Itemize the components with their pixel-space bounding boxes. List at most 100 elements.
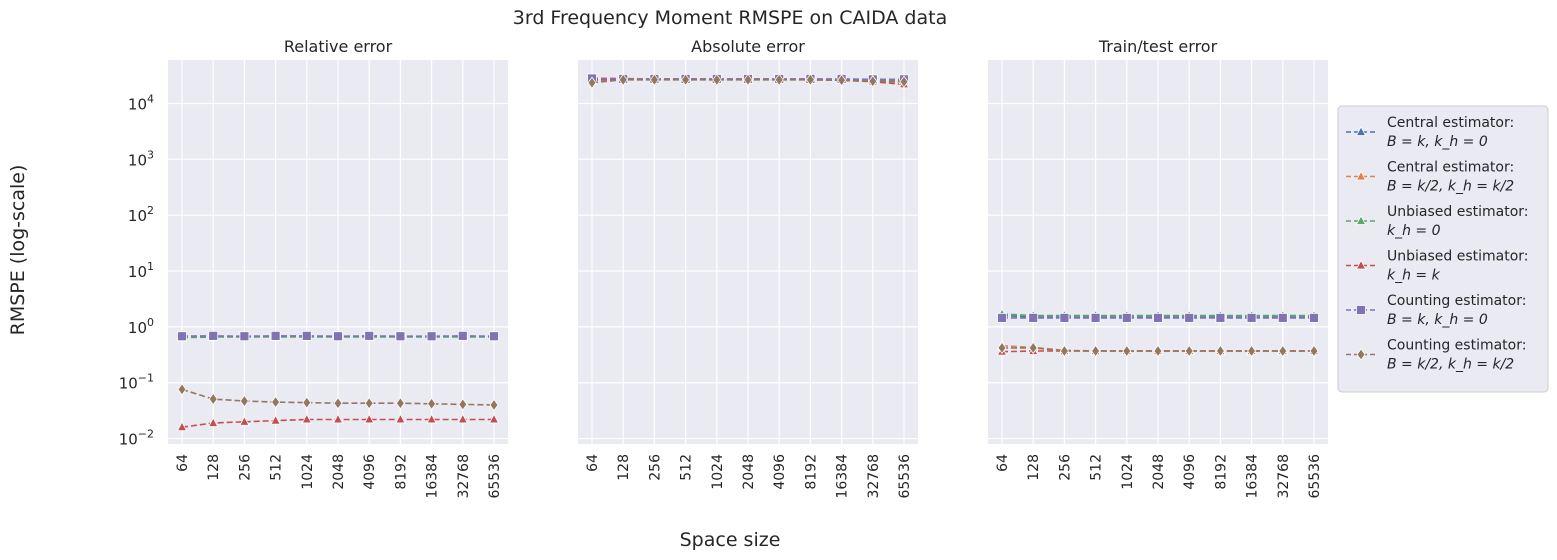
legend-marker <box>1356 305 1366 315</box>
x-tick-label: 8192 <box>393 454 409 490</box>
data-point <box>1153 344 1163 358</box>
x-tick-label: 8192 <box>1213 454 1229 490</box>
x-tick-label: 4096 <box>772 454 788 490</box>
data-point <box>177 383 187 396</box>
series-5 <box>177 330 499 342</box>
x-tick-label: 2048 <box>331 454 347 490</box>
data-point <box>239 415 250 426</box>
subplot-title: Absolute error <box>691 37 805 56</box>
data-point <box>488 413 500 424</box>
data-point <box>1121 312 1132 323</box>
data-point <box>364 413 375 424</box>
y-tick-label: 103 <box>128 148 154 169</box>
y-axis-label: RMSPE (log-scale) <box>7 165 29 336</box>
x-tick-label: 1024 <box>300 454 316 490</box>
x-tick-label: 64 <box>175 454 191 472</box>
data-point <box>1309 312 1319 323</box>
data-point <box>899 75 909 88</box>
data-point <box>1153 312 1163 323</box>
legend-entry: Unbiased estimator: k_h = k <box>1346 249 1529 284</box>
legend-marker <box>1355 215 1367 225</box>
subplot-1: 104 103 102 101 100 10−1 10−2 64 128 256 512 1024 20… <box>119 37 508 499</box>
series-5 <box>997 312 1319 323</box>
data-point <box>1028 312 1039 323</box>
x-tick-label: 1024 <box>710 454 726 490</box>
series-4 <box>176 413 500 432</box>
data-point <box>270 330 281 341</box>
data-point <box>1278 344 1288 358</box>
x-tick-label: 256 <box>237 454 253 481</box>
legend-label-line1: Unbiased estimator: <box>1387 204 1529 220</box>
data-point <box>271 395 281 409</box>
x-tick-label: 16384 <box>835 454 851 499</box>
data-point <box>1277 312 1288 323</box>
data-point <box>270 414 281 425</box>
x-tick-label: 8192 <box>803 454 819 490</box>
x-tick-label: 2048 <box>1151 454 1167 490</box>
data-point <box>426 413 437 424</box>
data-point <box>1122 344 1132 358</box>
x-tick-label: 16384 <box>425 454 441 499</box>
x-tick-label: 65536 <box>1307 454 1323 499</box>
legend-label-line2: k_h = 0 <box>1387 223 1441 239</box>
data-point <box>458 398 468 411</box>
legend-label-line2: B = k, k_h = 0 <box>1387 134 1488 150</box>
x-tick-label: 128 <box>1026 454 1042 481</box>
y-tick-label: 102 <box>128 204 154 225</box>
legend-marker <box>1355 126 1367 136</box>
data-point <box>208 330 219 341</box>
data-point <box>208 392 218 406</box>
data-point <box>805 73 815 87</box>
data-point <box>1215 344 1225 358</box>
data-point <box>239 331 250 342</box>
data-point <box>1184 344 1194 358</box>
x-tick-label: 32768 <box>1276 454 1292 499</box>
x-tick-label: 4096 <box>1182 454 1198 490</box>
data-point <box>1184 312 1195 323</box>
legend-marker <box>1355 259 1367 270</box>
data-point <box>301 330 312 341</box>
y-tick-label: 104 <box>128 92 154 113</box>
data-point <box>618 73 628 87</box>
x-tick-label: 1024 <box>1120 454 1136 490</box>
legend-label-line2: B = k/2, k_h = k/2 <box>1387 179 1514 195</box>
data-point <box>457 330 468 341</box>
data-point <box>457 413 468 424</box>
figure-title: 3rd Frequency Moment RMSPE on CAIDA data <box>513 7 947 29</box>
subplot-title: Train/test error <box>1098 37 1218 56</box>
x-tick-label: 512 <box>679 454 695 481</box>
data-point <box>1059 344 1069 358</box>
series-6 <box>587 73 909 89</box>
y-tick-label: 100 <box>128 316 154 337</box>
subplot-title: Relative error <box>284 37 393 56</box>
legend-label-line2: B = k, k_h = 0 <box>1387 312 1488 328</box>
data-point <box>1059 312 1070 323</box>
x-tick-label: 65536 <box>897 454 913 499</box>
x-tick-label: 256 <box>1057 454 1073 481</box>
data-point <box>426 331 437 342</box>
legend: Central estimator: B = k, k_h = 0 Central … <box>1337 105 1549 393</box>
data-point <box>681 73 691 87</box>
legend-label-line1: Central estimator: <box>1387 160 1514 176</box>
data-point <box>774 73 784 87</box>
data-point <box>649 73 659 87</box>
data-point <box>1247 344 1257 358</box>
data-point <box>208 417 219 427</box>
legend-marker <box>1355 170 1367 181</box>
data-point <box>332 413 344 424</box>
data-point <box>587 76 597 89</box>
x-tick-label: 32768 <box>866 454 882 499</box>
legend-label-line1: Central estimator: <box>1387 115 1514 131</box>
x-tick-label: 128 <box>206 454 222 481</box>
data-point <box>333 397 343 410</box>
legend-entry: Counting estimator: B = k, k_h = 0 <box>1346 293 1526 328</box>
data-point <box>395 331 406 342</box>
data-point <box>1309 344 1319 358</box>
data-point <box>427 397 437 410</box>
legend-entry: Unbiased estimator: k_h = 0 <box>1346 204 1529 239</box>
data-point <box>712 73 722 87</box>
data-point <box>743 73 753 87</box>
y-tick-label: 10−2 <box>119 428 154 449</box>
legend-marker <box>1356 348 1366 361</box>
